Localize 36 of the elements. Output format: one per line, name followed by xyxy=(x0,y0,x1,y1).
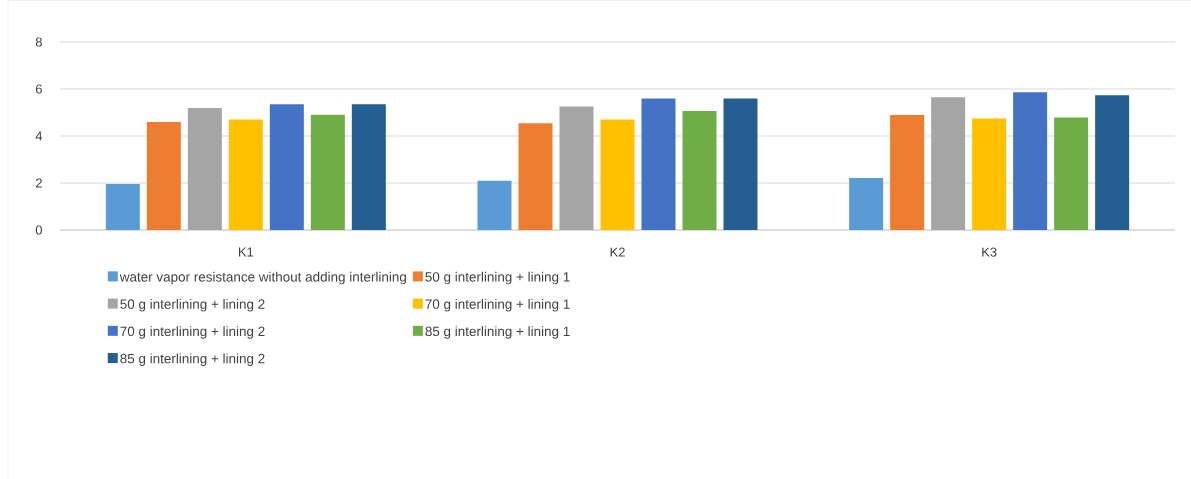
bar xyxy=(105,183,140,230)
bar xyxy=(972,118,1007,230)
bar xyxy=(600,119,635,230)
bar xyxy=(723,98,758,230)
y-tick-label: 4 xyxy=(35,131,43,141)
legend-label: 50 g interlining + lining 2 xyxy=(120,298,265,312)
x-tick-label: K1 xyxy=(238,247,254,257)
y-tick-label: 0 xyxy=(35,225,42,235)
bar xyxy=(682,111,717,230)
bar xyxy=(559,106,594,230)
bar xyxy=(1054,117,1089,230)
y-tick-label: 2 xyxy=(35,178,42,188)
legend-label: 85 g interlining + lining 1 xyxy=(425,326,570,339)
legend-label: 50 g interlining + lining 1 xyxy=(425,271,570,285)
bar xyxy=(187,108,222,230)
y-tick-label: 6 xyxy=(35,84,42,94)
bar xyxy=(931,97,966,230)
bar xyxy=(641,98,676,230)
bar xyxy=(518,123,553,230)
bar xyxy=(310,114,345,230)
bar xyxy=(146,121,181,230)
bar xyxy=(849,178,884,230)
y-tick-label: 8 xyxy=(35,37,42,47)
legend-label: 70 g interlining + lining 2 xyxy=(120,326,265,339)
bar xyxy=(1013,92,1048,230)
legend-label: 70 g interlining + lining 1 xyxy=(425,298,570,312)
bar xyxy=(269,104,304,230)
legend-label: 85 g interlining + lining 2 xyxy=(120,353,265,366)
x-tick-label: K2 xyxy=(610,247,625,257)
x-tick-label: K3 xyxy=(982,247,997,257)
bar xyxy=(890,115,925,230)
bar xyxy=(351,104,386,230)
bar xyxy=(228,119,263,230)
legend-label: water vapor resistance without adding interlining xyxy=(119,271,406,285)
bar xyxy=(477,180,512,230)
bar xyxy=(1095,95,1130,230)
